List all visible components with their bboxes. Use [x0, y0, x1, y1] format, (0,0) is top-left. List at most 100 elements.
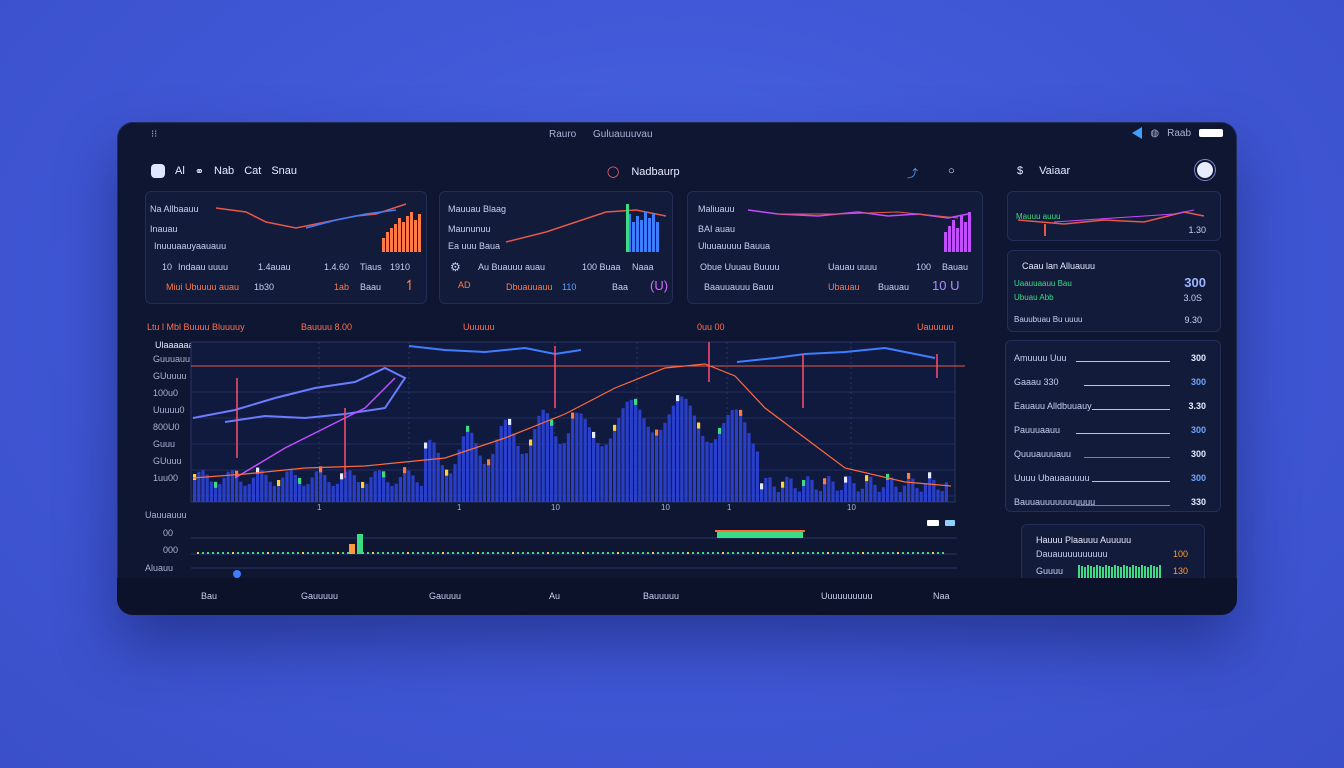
footer-item[interactable]: Au — [549, 591, 561, 601]
volume-bar — [621, 408, 625, 502]
volume-bar — [726, 415, 730, 502]
sub-bar — [927, 552, 929, 554]
nav-item-cat[interactable]: Cat — [244, 165, 262, 177]
volume-bar — [285, 471, 289, 502]
sub-bar — [687, 552, 689, 554]
footer-item[interactable]: Bauuuuu — [643, 591, 680, 601]
volume-bar — [571, 416, 575, 502]
card-footer-value: (U) — [650, 278, 669, 293]
mini-bar — [1159, 565, 1161, 581]
sub-bar — [567, 552, 569, 554]
card-label: Ea uuu Baua — [448, 241, 501, 251]
volume-bar — [520, 453, 524, 502]
card-label: Inauau — [150, 224, 178, 234]
volume-bar — [797, 491, 801, 502]
nav-right-label[interactable]: Vaiaar — [1039, 165, 1071, 177]
link-icon[interactable]: ⚭ — [194, 165, 204, 178]
nav-item-snau[interactable]: Snau — [271, 165, 298, 177]
volume-bar — [289, 470, 293, 502]
mini-bar — [1081, 566, 1083, 581]
summary-value: 9.30 — [1184, 315, 1202, 325]
sub-bar — [467, 552, 469, 554]
sub-bar — [932, 552, 934, 554]
volume-bar — [474, 443, 478, 502]
volume-bar — [436, 452, 440, 502]
nav-center-label[interactable]: Nadbaurp — [631, 165, 680, 178]
logo-icon[interactable] — [151, 164, 165, 178]
volume-bar — [575, 412, 579, 502]
volume-bar — [835, 490, 839, 502]
sub-bar — [552, 552, 554, 554]
volume-bar — [424, 446, 428, 502]
metric-value: 330 — [1190, 497, 1206, 507]
bottom-stat-card[interactable]: Hauuu Plaauuu Auuuuu Dauauuuuuuuuuu 100 … — [1021, 524, 1205, 584]
volume-bar — [760, 487, 764, 502]
mini-bar — [1150, 565, 1152, 581]
mini-bar — [1138, 567, 1140, 581]
trend-icon[interactable]: ⤴ — [907, 168, 918, 180]
volume-bar — [793, 488, 797, 502]
user-icon[interactable]: ◍ — [1150, 127, 1160, 139]
titlebar-item[interactable]: Rauro — [549, 129, 577, 140]
gear-icon[interactable]: ⚙ — [450, 260, 461, 274]
play-icon[interactable] — [1132, 127, 1143, 139]
sub-bar — [637, 552, 639, 554]
sub-range-bar — [717, 532, 803, 538]
metrics-list-card[interactable]: Amuuuu Uuu 300 Gaaau 330 300 Eauauu Alldbuua… — [1005, 340, 1221, 512]
volume-bar — [235, 474, 239, 502]
dollar-icon[interactable]: $ — [1017, 165, 1024, 177]
volume-bar — [844, 480, 848, 502]
sub-bar — [657, 552, 659, 554]
sub-bar — [822, 552, 824, 554]
footer-item[interactable]: Gauuuu — [429, 591, 462, 601]
sub-bar — [257, 552, 259, 554]
volume-bar — [293, 474, 297, 502]
mini-chart-card[interactable]: Mauuu auuu 1.30 — [1007, 191, 1221, 241]
volume-bar — [886, 477, 890, 502]
sub-bar — [627, 552, 629, 554]
volume-bar — [650, 432, 654, 502]
volume-bar — [764, 477, 768, 502]
summary-card[interactable]: Caau lan Alluauuu 300 Uaauuaauu Bau Ubua… — [1007, 250, 1221, 332]
card-footer-value: Baau — [360, 282, 382, 292]
sub-bar-highlight — [349, 544, 355, 554]
titlebar-item[interactable]: Guluauuuvau — [593, 129, 653, 140]
sub-bar — [622, 552, 624, 554]
stat-card[interactable]: Maliuauu BAI auau Uluuauuuu Bauua Obue U… — [687, 191, 983, 304]
volume-bar — [197, 471, 201, 502]
sub-bar — [737, 552, 739, 554]
avatar[interactable] — [1195, 160, 1215, 180]
stat-card[interactable]: Mauuau Blaag Maununuu Ea uuu Baua ⚙ Au B… — [439, 191, 673, 304]
sub-bar — [207, 552, 209, 554]
volume-bar — [671, 405, 675, 502]
nav-item-home[interactable]: Al — [175, 165, 185, 177]
card-sparkline — [215, 203, 421, 252]
volume-bar — [768, 477, 772, 502]
volume-bar — [739, 413, 743, 502]
sub-bar — [807, 552, 809, 554]
main-top-label: Bauuuu 8.00 — [301, 322, 353, 332]
circle-outline-icon[interactable]: ○ — [948, 165, 955, 177]
sub-bar — [322, 552, 324, 554]
sub-bar — [877, 552, 879, 554]
footer-item[interactable]: Naa — [933, 591, 950, 601]
sub-bar — [752, 552, 754, 554]
footer-item[interactable]: Bau — [201, 591, 218, 601]
volume-bar — [382, 475, 386, 502]
volume-bar — [310, 477, 314, 502]
card-label: Na Allbaauu — [150, 204, 199, 214]
stat-card[interactable]: Na Allbaauu Inauau Inuuuaauyaauauu 10 In… — [145, 191, 427, 304]
window-menu-icon[interactable]: ⁝⁝ — [151, 129, 158, 140]
nav-item-nab[interactable]: Nab — [214, 165, 235, 177]
card-footer-value: 1b30 — [254, 282, 275, 292]
card-footer-value: 110 — [562, 282, 577, 292]
volume-bar — [306, 483, 310, 502]
volume-bar — [823, 482, 827, 502]
footer-item[interactable]: Gauuuuu — [301, 591, 339, 601]
sub-bar — [312, 552, 314, 554]
sub-bar — [717, 552, 719, 554]
footer-item[interactable]: Uuuuuuuuuu — [821, 591, 873, 601]
sub-bar — [232, 552, 234, 554]
volume-bar — [453, 464, 457, 502]
circle-icon[interactable]: ◯ — [607, 166, 620, 178]
